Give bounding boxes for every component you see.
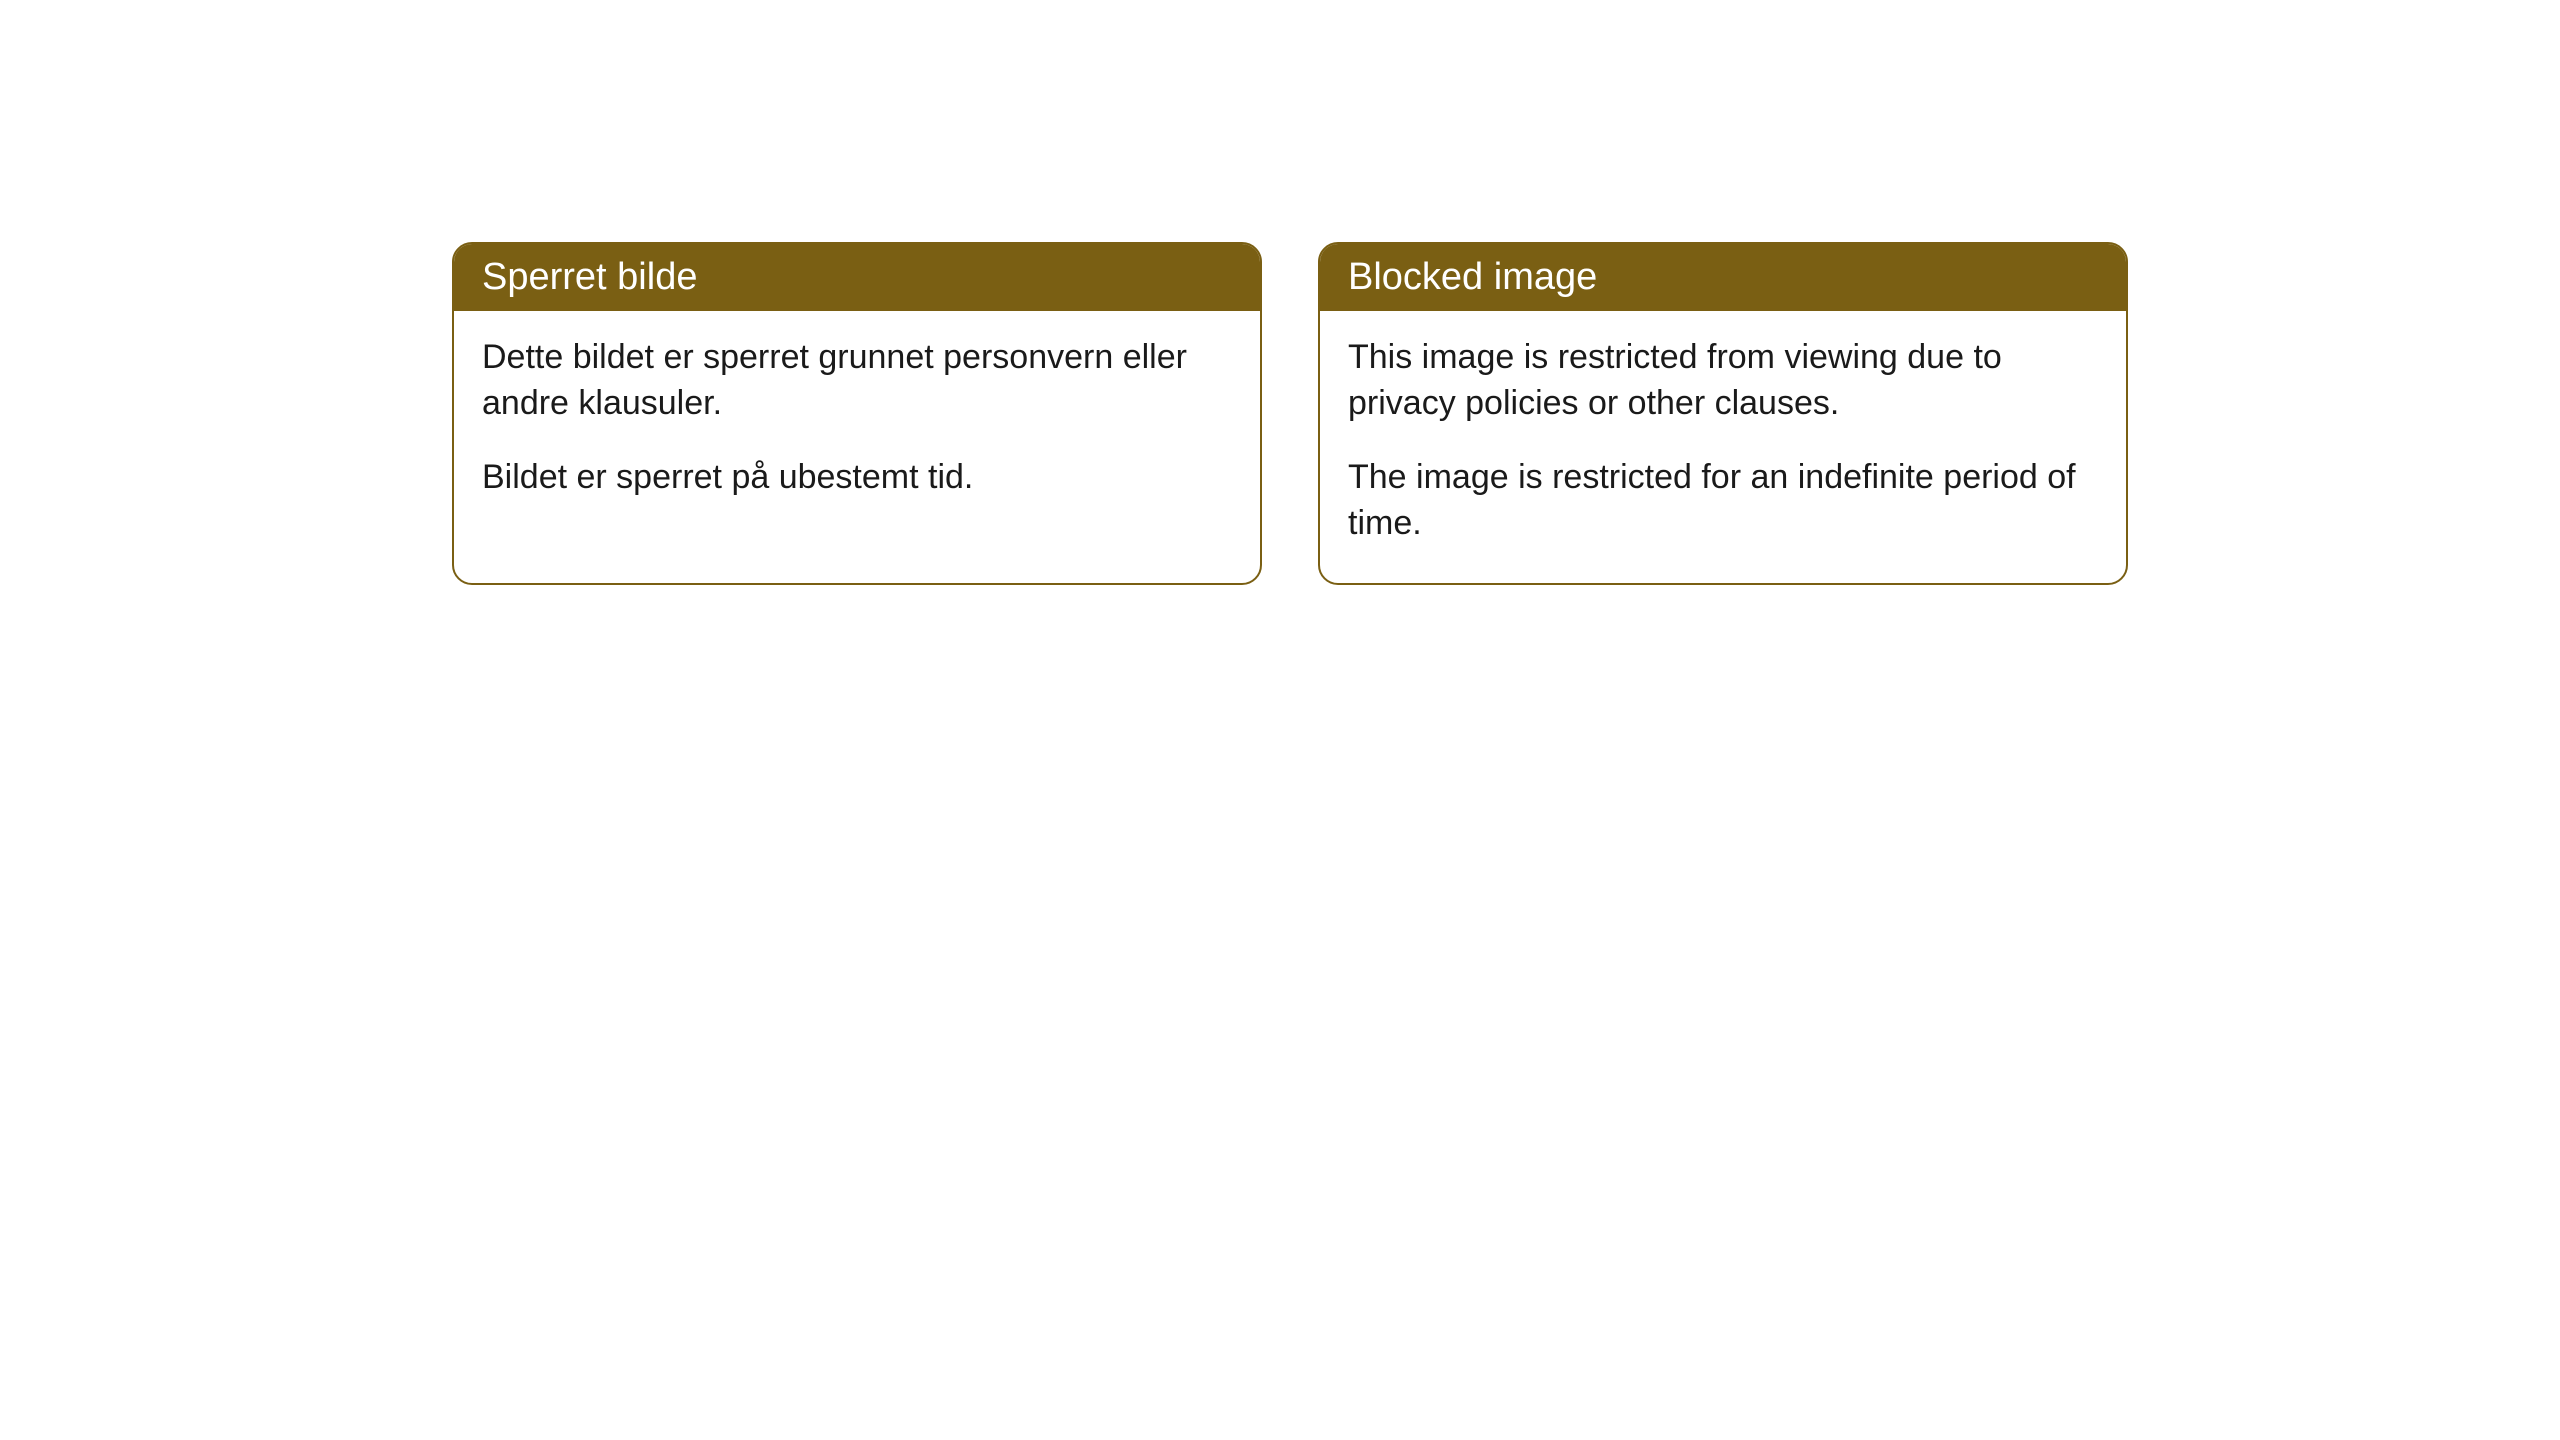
notice-title: Blocked image [1348, 256, 1597, 298]
notice-card-english: Blocked image This image is restricted f… [1318, 242, 2128, 585]
notice-container: Sperret bilde Dette bildet er sperret gr… [452, 242, 2128, 585]
notice-paragraph: This image is restricted from viewing du… [1348, 335, 2098, 427]
notice-title: Sperret bilde [482, 256, 697, 298]
notice-header: Sperret bilde [454, 244, 1260, 311]
notice-paragraph: Dette bildet er sperret grunnet personve… [482, 335, 1232, 427]
notice-header: Blocked image [1320, 244, 2126, 311]
notice-paragraph: Bildet er sperret på ubestemt tid. [482, 455, 1232, 501]
notice-card-norwegian: Sperret bilde Dette bildet er sperret gr… [452, 242, 1262, 585]
notice-body: This image is restricted from viewing du… [1320, 311, 2126, 583]
notice-paragraph: The image is restricted for an indefinit… [1348, 455, 2098, 547]
notice-body: Dette bildet er sperret grunnet personve… [454, 311, 1260, 537]
